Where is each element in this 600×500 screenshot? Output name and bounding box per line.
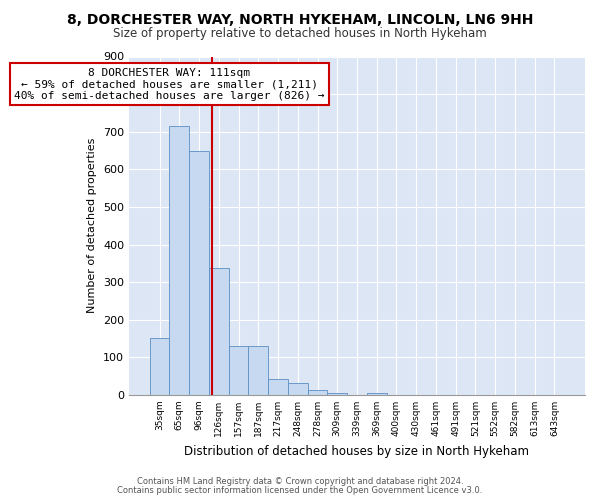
X-axis label: Distribution of detached houses by size in North Hykeham: Distribution of detached houses by size …: [184, 444, 529, 458]
Bar: [248, 346, 268, 395]
Bar: [308, 390, 328, 395]
Bar: [268, 379, 288, 395]
Bar: [150, 338, 169, 395]
Y-axis label: Number of detached properties: Number of detached properties: [88, 138, 97, 314]
Text: Contains HM Land Registry data © Crown copyright and database right 2024.: Contains HM Land Registry data © Crown c…: [137, 477, 463, 486]
Text: 8, DORCHESTER WAY, NORTH HYKEHAM, LINCOLN, LN6 9HH: 8, DORCHESTER WAY, NORTH HYKEHAM, LINCOL…: [67, 12, 533, 26]
Text: 8 DORCHESTER WAY: 111sqm
← 59% of detached houses are smaller (1,211)
40% of sem: 8 DORCHESTER WAY: 111sqm ← 59% of detach…: [14, 68, 325, 101]
Text: Contains public sector information licensed under the Open Government Licence v3: Contains public sector information licen…: [118, 486, 482, 495]
Bar: [189, 150, 209, 395]
Bar: [367, 393, 386, 395]
Bar: [328, 393, 347, 395]
Bar: [209, 268, 229, 395]
Bar: [229, 346, 248, 395]
Bar: [169, 126, 189, 395]
Text: Size of property relative to detached houses in North Hykeham: Size of property relative to detached ho…: [113, 28, 487, 40]
Bar: [288, 383, 308, 395]
